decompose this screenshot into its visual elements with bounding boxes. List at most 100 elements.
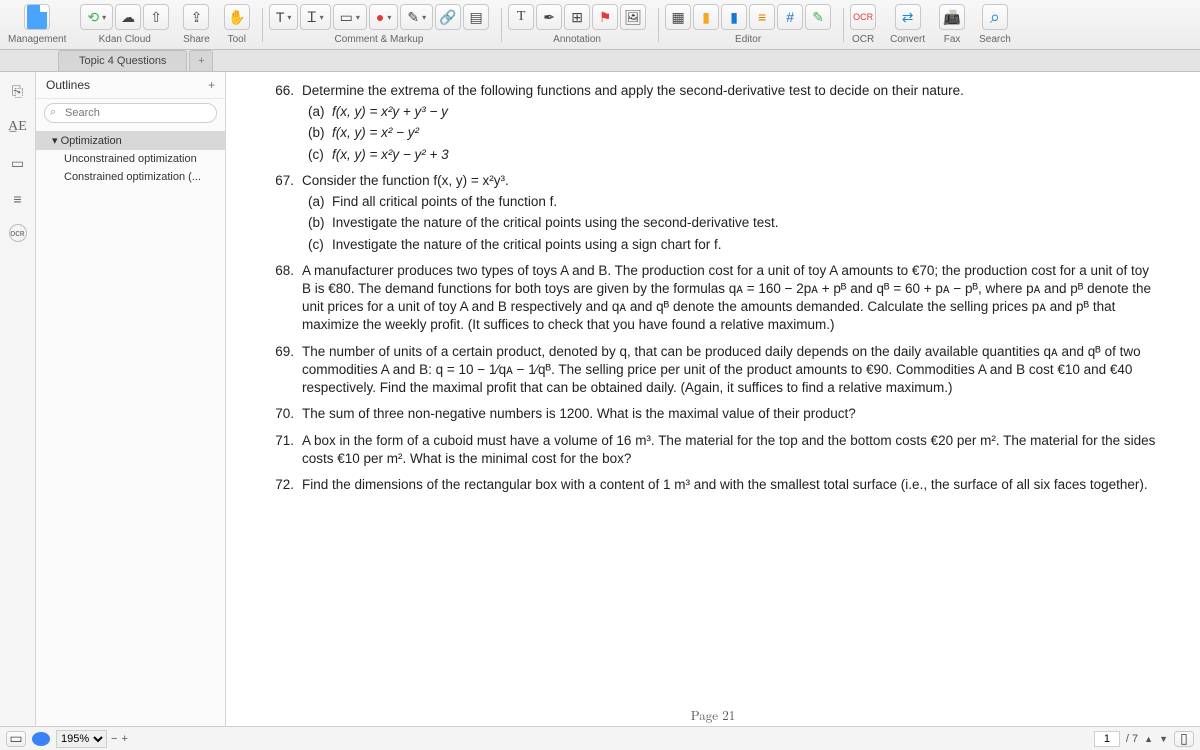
cloud-button[interactable]: ☁ — [115, 4, 141, 30]
circle-color-button[interactable]: ●▾ — [369, 4, 398, 30]
annotations-icon[interactable]: ≡ — [7, 188, 29, 210]
q70-num: 70. — [266, 405, 302, 423]
q67c-text: Investigate the nature of the critical p… — [332, 236, 1160, 254]
grid-button[interactable]: ▦ — [665, 4, 691, 30]
document-tab-bar: Topic 4 Questions + — [0, 50, 1200, 72]
document-tab[interactable]: Topic 4 Questions — [58, 50, 187, 71]
q70-text: The sum of three non-negative numbers is… — [302, 405, 1160, 423]
comment-button[interactable]: ▤ — [463, 4, 489, 30]
group-convert-label: Convert — [890, 32, 925, 47]
q69-num: 69. — [266, 343, 302, 398]
q67c-label: (c) — [302, 236, 332, 254]
separator — [658, 8, 659, 42]
q72-num: 72. — [266, 476, 302, 494]
link-button[interactable]: 🔗 — [435, 4, 461, 30]
bookmarks-icon[interactable]: ▭ — [7, 152, 29, 174]
outline-node-label: Optimization — [61, 135, 122, 147]
q67b-label: (b) — [302, 214, 332, 232]
outline-search-input[interactable] — [44, 103, 217, 123]
group-tool-label: Tool — [228, 32, 246, 47]
text-note-button[interactable]: T▾ — [269, 4, 299, 30]
upload-button[interactable]: ⇧ — [143, 4, 169, 30]
q66c-label: (c) — [302, 146, 332, 164]
q67b-text: Investigate the nature of the critical p… — [332, 214, 1160, 232]
q67a-label: (a) — [302, 193, 332, 211]
search-icon: ⌕ — [50, 106, 56, 119]
outlines-icon[interactable]: A̲E — [7, 116, 29, 138]
text-select-button[interactable]: T — [508, 4, 534, 30]
search-button[interactable]: ⌕ — [982, 4, 1008, 30]
q66-num: 66. — [266, 82, 302, 164]
page-total: / 7 — [1126, 733, 1138, 745]
q71-text: A box in the form of a cuboid must have … — [302, 432, 1160, 468]
group-kdan-label: Kdan Cloud — [99, 32, 151, 47]
hand-tool-button[interactable]: ✋ — [224, 4, 250, 30]
outline-node-constrained[interactable]: Constrained optimization (... — [36, 168, 225, 186]
zoom-plus-button[interactable]: + — [121, 733, 127, 745]
fit-button[interactable]: ▯ — [1174, 731, 1194, 747]
page-down-button[interactable]: ▼ — [1159, 734, 1168, 744]
q67a-text: Find all critical points of the function… — [332, 193, 1160, 211]
cloud-sync-button[interactable]: ⟲▾ — [80, 4, 113, 30]
q66-text: Determine the extrema of the following f… — [302, 83, 964, 98]
group-comment-label: Comment & Markup — [334, 32, 423, 47]
q71-num: 71. — [266, 432, 302, 468]
separator — [262, 8, 263, 42]
outline-sidebar: Outlines + ⌕ ▾ Optimization Unconstraine… — [36, 72, 226, 726]
header-button[interactable]: # — [777, 4, 803, 30]
edit-button[interactable]: ✎ — [805, 4, 831, 30]
sidebar-add-button[interactable]: + — [208, 78, 215, 92]
zoom-select[interactable]: 195% — [56, 730, 107, 748]
text-caret-button[interactable]: Ꮖ▾ — [300, 4, 330, 30]
convert-button[interactable]: ⇄ — [895, 4, 921, 30]
zoom-minus-button[interactable]: − — [111, 733, 117, 745]
file-icon[interactable] — [24, 4, 50, 30]
q67-text: Consider the function f(x, y) = x²y³. — [302, 173, 509, 188]
q66b-text: f(x, y) = x² − y² — [332, 125, 419, 140]
group-annotation-label: Annotation — [553, 32, 601, 47]
status-bar: ▭ 195% − + / 7 ▲ ▼ ▯ — [0, 726, 1200, 750]
shape-button[interactable]: ▭▾ — [333, 4, 367, 30]
outline-node-optimization[interactable]: ▾ Optimization — [36, 131, 225, 150]
thumbnails-icon[interactable]: ⎘ — [7, 80, 29, 102]
q66c-text: f(x, y) = x²y − y² + 3 — [332, 147, 449, 162]
signature-button[interactable]: ✒ — [536, 4, 562, 30]
group-search-label: Search — [979, 32, 1011, 47]
image-button[interactable]: 🖼 — [620, 4, 646, 30]
separator — [843, 8, 844, 42]
sidebar-title: Outlines — [46, 78, 90, 92]
ocr-button[interactable]: OCR — [850, 4, 876, 30]
form-button[interactable]: ⊞ — [564, 4, 590, 30]
q68-num: 68. — [266, 262, 302, 335]
page-up-button[interactable]: ▲ — [1144, 734, 1153, 744]
document-viewport: 66. Determine the extrema of the followi… — [226, 72, 1200, 726]
group-ocr-label: OCR — [852, 32, 874, 47]
ocr-rail-icon[interactable]: ᴏᴄʀ — [9, 224, 27, 242]
share-button[interactable]: ⇪ — [183, 4, 209, 30]
page-button[interactable]: ▮ — [693, 4, 719, 30]
group-management-label: Management — [8, 32, 66, 47]
q66b-label: (b) — [302, 124, 332, 142]
q66a-text: f(x, y) = x²y + y³ − y — [332, 104, 448, 119]
q68-text: A manufacturer produces two types of toy… — [302, 262, 1160, 335]
pencil-button[interactable]: ✎▾ — [400, 4, 433, 30]
fax-button[interactable]: 📠 — [939, 4, 965, 30]
group-editor-label: Editor — [735, 32, 761, 47]
q66a-label: (a) — [302, 103, 332, 121]
page-input[interactable] — [1094, 731, 1120, 747]
insert-button[interactable]: ▮ — [721, 4, 747, 30]
stamp-button[interactable]: ⚑ — [592, 4, 618, 30]
view-mode-button[interactable]: ▭ — [6, 731, 26, 747]
add-tab-button[interactable]: + — [189, 50, 213, 71]
q72-text: Find the dimensions of the rectangular b… — [302, 476, 1160, 494]
eye-icon[interactable] — [32, 732, 50, 746]
page-footer: Page 21 — [691, 706, 736, 724]
top-toolbar: Management ⟲▾ ☁ ⇧ Kdan Cloud ⇪ Share ✋ T… — [0, 0, 1200, 50]
group-share-label: Share — [183, 32, 210, 47]
separator — [501, 8, 502, 42]
q67-num: 67. — [266, 172, 302, 254]
q69-text: The number of units of a certain product… — [302, 343, 1160, 398]
outline-node-unconstrained[interactable]: Unconstrained optimization — [36, 150, 225, 168]
list-button[interactable]: ≡ — [749, 4, 775, 30]
tab-title: Topic 4 Questions — [79, 55, 166, 67]
